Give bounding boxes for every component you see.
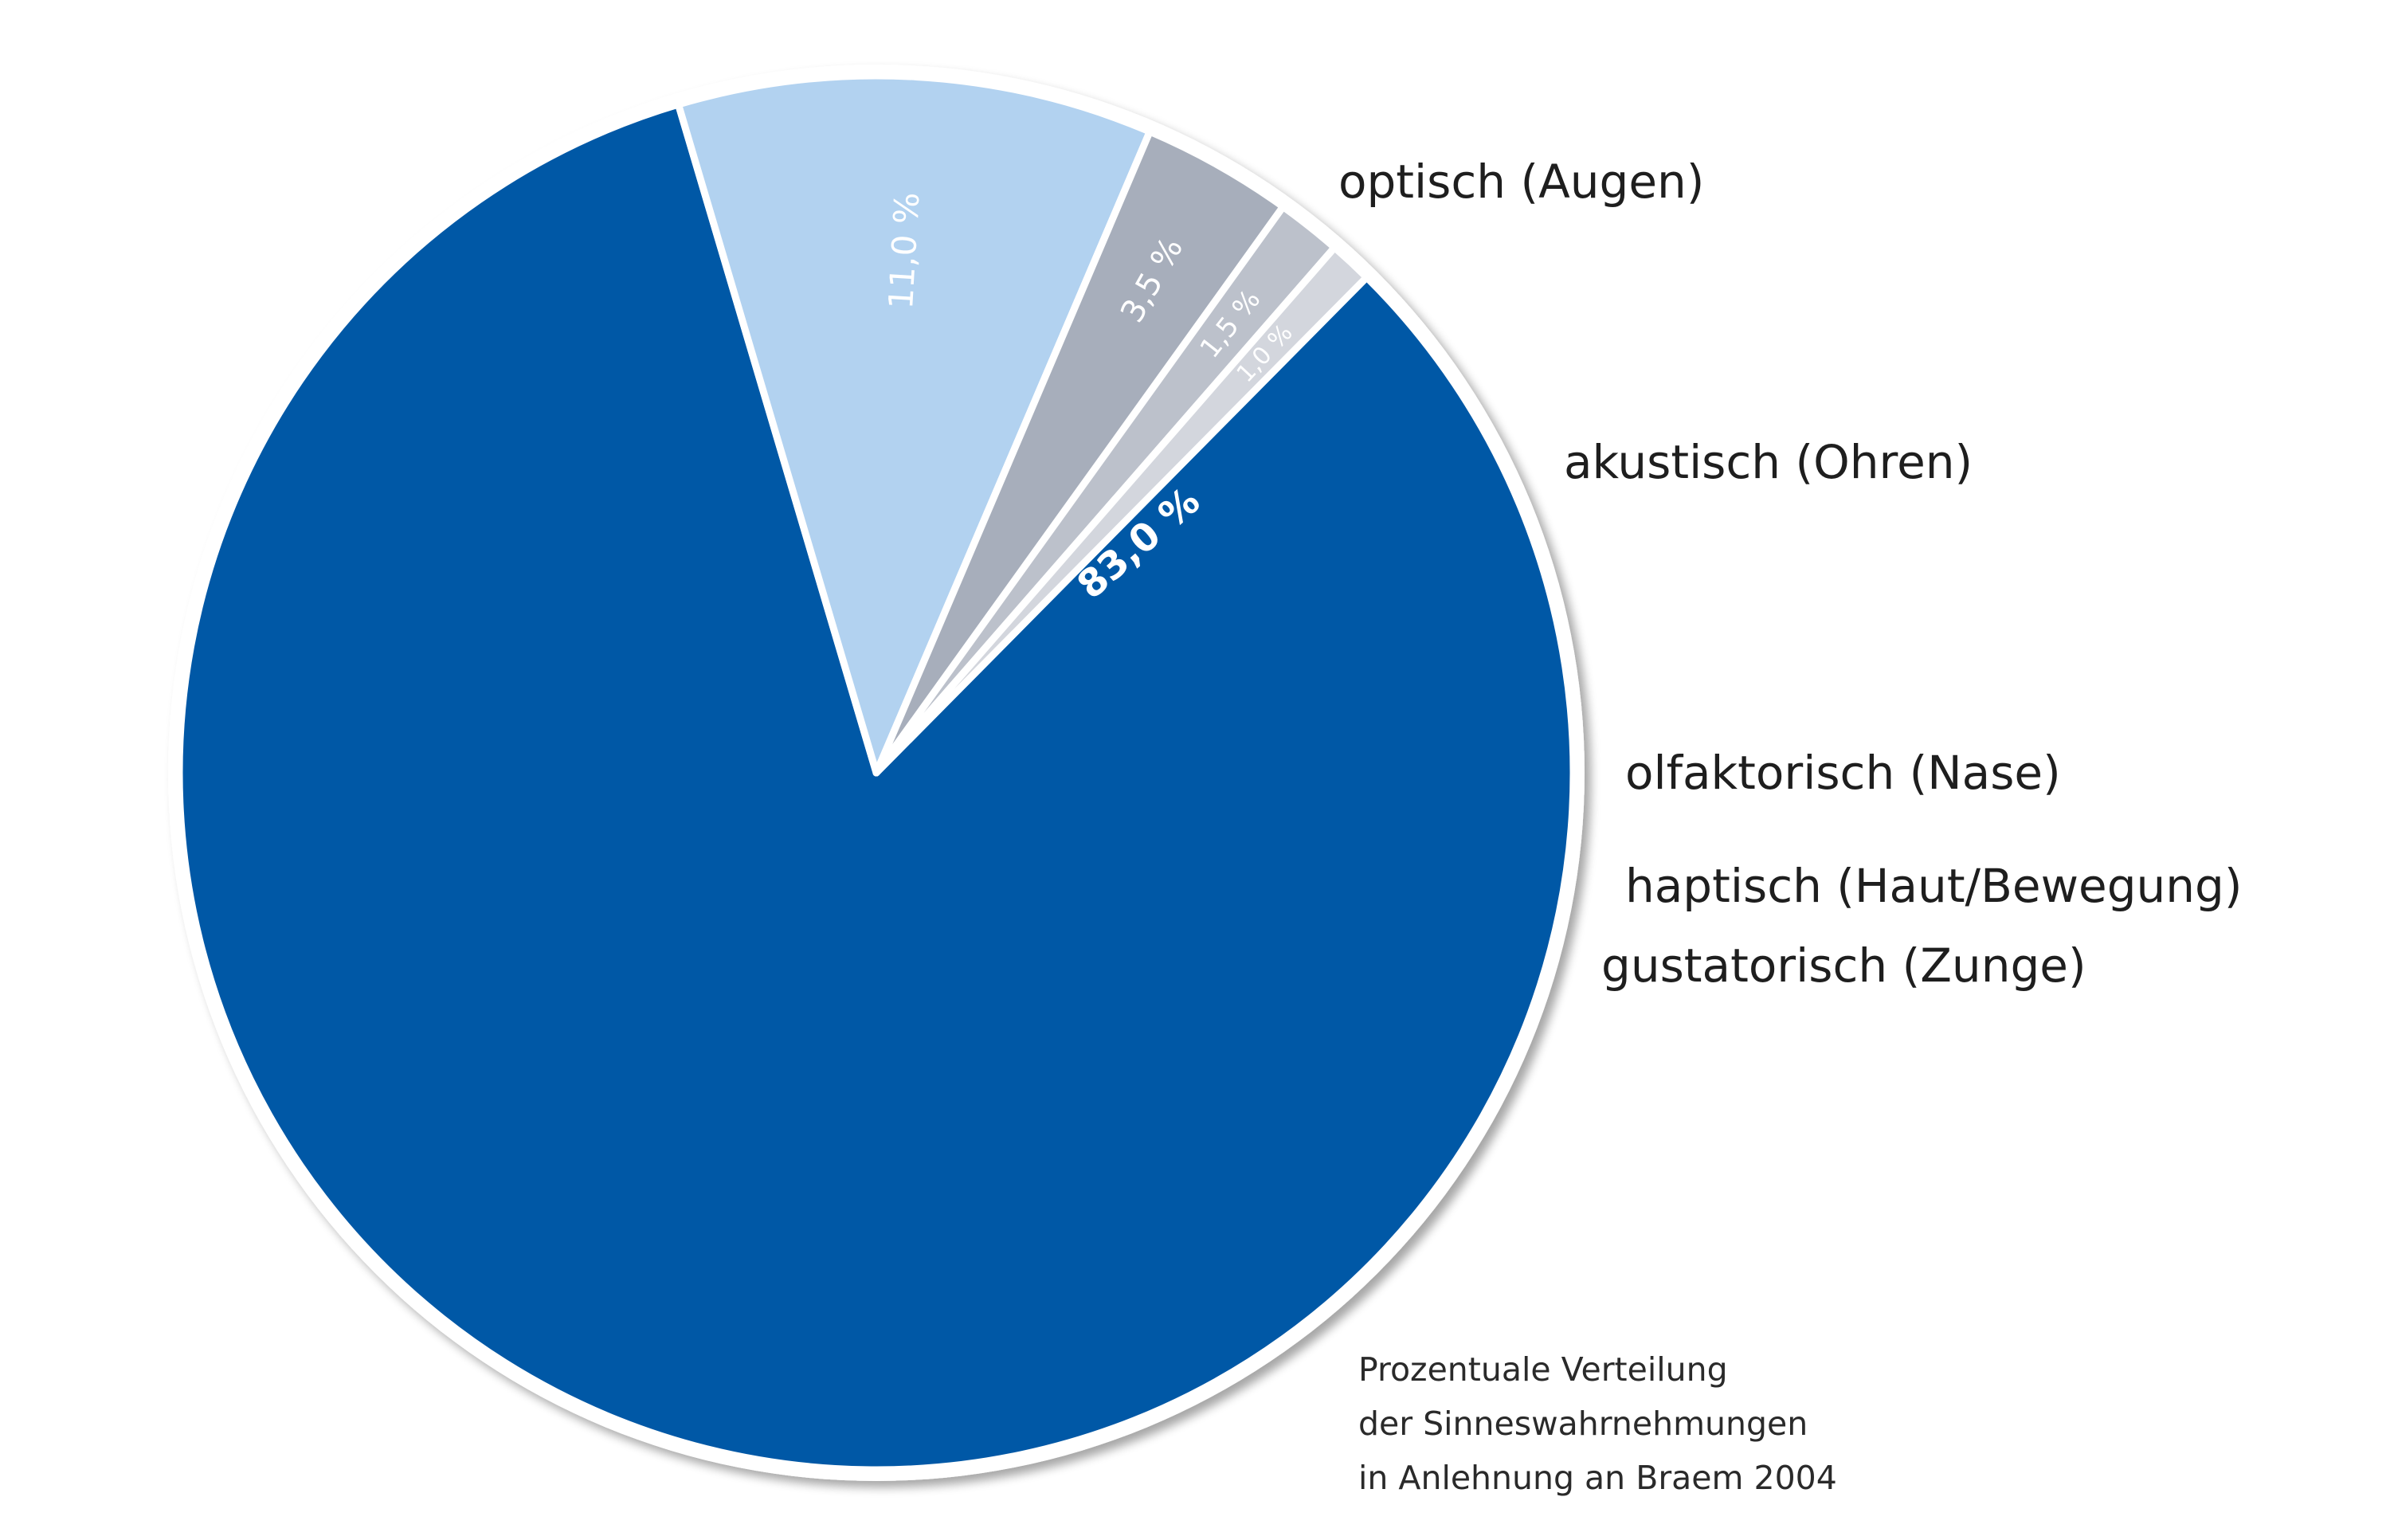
pie-category-labels: optisch (Augen) akustisch (Ohren) olfaktor… — [1338, 155, 2242, 993]
pie-slice-akustisch-ohren — [674, 72, 1154, 777]
pie-slice-gustatorisch-zunge — [872, 244, 1370, 777]
caption-line-3: in Anlehnung an Braem 2004 — [1358, 1459, 1837, 1497]
category-label-haptisch-haut-bewegung: haptisch (Haut/Bewegung) — [1625, 859, 2242, 913]
caption-line-2: der Sinneswahrnehmungen — [1358, 1405, 1808, 1443]
pie-slice-optisch-augen — [175, 100, 1577, 1474]
chart-caption: Prozentuale Verteilung der Sinneswahrneh… — [1358, 1350, 1837, 1497]
category-label-gustatorisch-zunge: gustatorisch (Zunge) — [1601, 938, 2086, 993]
value-label-akustisch-ohren: 11,0 % — [881, 191, 927, 310]
caption-line-1: Prozentuale Verteilung — [1358, 1350, 1728, 1389]
category-label-optisch-augen: optisch (Augen) — [1338, 155, 1704, 209]
category-label-akustisch-ohren: akustisch (Ohren) — [1564, 435, 1973, 489]
category-label-olfaktorisch-nase: olfaktorisch (Nase) — [1625, 746, 2061, 800]
pie-slices — [175, 72, 1577, 1474]
